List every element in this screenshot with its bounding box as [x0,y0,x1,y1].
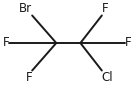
Text: F: F [125,36,131,50]
Text: Br: Br [19,2,32,15]
Text: F: F [3,36,9,50]
Text: F: F [26,71,32,84]
Text: F: F [102,2,108,15]
Text: Cl: Cl [102,71,113,84]
